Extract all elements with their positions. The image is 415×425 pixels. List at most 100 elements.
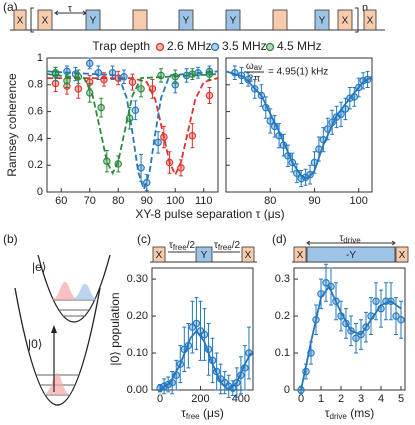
level-label: |e⟩: [32, 260, 46, 274]
data-point: [74, 73, 83, 81]
error-bar: [394, 297, 398, 336]
x-label-unit: (ms): [347, 406, 374, 420]
pulse-label: Y: [319, 16, 326, 27]
error-bar: [303, 168, 308, 186]
pulse-label: X: [245, 250, 252, 261]
data-point: [354, 83, 363, 92]
error-bar: [87, 82, 92, 103]
x-label-main: τ: [181, 406, 186, 420]
error-bar: [299, 170, 304, 188]
error-bar: [239, 66, 244, 84]
error-bar: [76, 69, 81, 84]
data-point: [397, 316, 405, 324]
x-axis-label: τfree (μs): [181, 406, 224, 421]
data-point: [275, 131, 283, 140]
data-point: [63, 77, 71, 85]
data-point: [315, 145, 323, 153]
error-bar: [110, 65, 115, 80]
repeat-label: n: [362, 2, 368, 14]
x-tick-label: 2: [338, 393, 344, 405]
x-tick-label: 110: [195, 195, 213, 207]
data-point: [350, 93, 359, 101]
gap-label: τfree/2: [169, 240, 196, 252]
panel-label: (d): [272, 232, 287, 246]
error-bar: [349, 315, 353, 347]
y-axis-label: |0⟩ population: [108, 292, 122, 365]
data-point: [332, 297, 340, 306]
data-point: [237, 371, 245, 379]
x-tick-label: 3: [358, 393, 364, 405]
error-bar: [178, 345, 183, 384]
panel-label: (c): [137, 232, 151, 246]
data-point: [154, 138, 162, 147]
data-point: [86, 59, 94, 68]
data-point: [319, 135, 328, 144]
error-bar: [190, 123, 195, 149]
annotation-value: = 4.95(1) kHz: [268, 67, 328, 78]
data-point: [262, 103, 270, 112]
data-point: [347, 327, 355, 335]
gap-label: τfree/2: [214, 240, 241, 252]
data-point: [165, 158, 174, 167]
error-bar: [365, 70, 370, 88]
x-label-sub: drive: [330, 412, 348, 421]
error-bar: [354, 322, 358, 354]
error-bar: [214, 352, 219, 391]
fit-line: [46, 70, 219, 193]
x-tick-label: 4: [378, 393, 384, 405]
error-bar: [182, 326, 187, 373]
error-bar: [130, 73, 135, 91]
data-point: [192, 319, 201, 328]
error-bar: [369, 297, 373, 336]
error-bar: [314, 304, 318, 336]
plot-frame: [293, 267, 406, 391]
data-point: [324, 125, 332, 133]
pulse: [241, 246, 255, 263]
error-bar: [374, 282, 378, 321]
pulse-label: Y: [201, 250, 208, 261]
error-bar: [389, 282, 393, 321]
data-point: [310, 158, 319, 167]
error-bar: [232, 65, 237, 80]
x-tick-label: 90: [308, 195, 320, 207]
data-point: [341, 105, 350, 113]
error-bar: [161, 125, 166, 149]
x-tick-label: 80: [112, 195, 124, 207]
pulse-label: -Y: [346, 250, 356, 261]
error-bar: [186, 322, 191, 369]
x-axis-label: XY-8 pulse separation τ (μs): [135, 207, 284, 221]
error-bar: [364, 311, 368, 343]
level-label: |0⟩: [28, 337, 42, 351]
data-point: [74, 85, 83, 93]
error-bar: [252, 78, 257, 99]
pulse-label: Y: [230, 16, 237, 27]
x-tick-label: 90: [141, 195, 153, 207]
error-bar: [96, 65, 101, 80]
data-point: [204, 345, 213, 354]
x-tick-label: 80: [264, 195, 276, 207]
data-point: [362, 323, 370, 331]
y-tick-label: 0.2: [275, 310, 290, 322]
error-bar: [304, 363, 308, 380]
data-point: [137, 164, 145, 172]
span-label: τdrive: [339, 233, 361, 245]
data-point: [284, 152, 292, 160]
y-tick-label: 0.1: [275, 347, 290, 359]
error-bar: [167, 151, 172, 174]
data-point: [205, 70, 214, 78]
y-tick-label: 0.20: [127, 310, 148, 322]
annotation-numerator: ωav: [246, 61, 262, 72]
legend-label: 4.5 MHz: [277, 39, 322, 53]
y-tick-label: 0.4: [28, 132, 43, 144]
data-point: [229, 384, 237, 392]
data-point: [51, 68, 60, 77]
error-bar: [133, 100, 138, 121]
gap-main: τ: [169, 240, 173, 251]
x-tick-label: 70: [84, 195, 96, 207]
data-point: [114, 160, 123, 168]
error-bar: [242, 345, 247, 391]
pulse: [225, 9, 241, 31]
data-point: [156, 384, 164, 392]
error-bar: [234, 367, 239, 398]
data-point: [188, 131, 197, 140]
